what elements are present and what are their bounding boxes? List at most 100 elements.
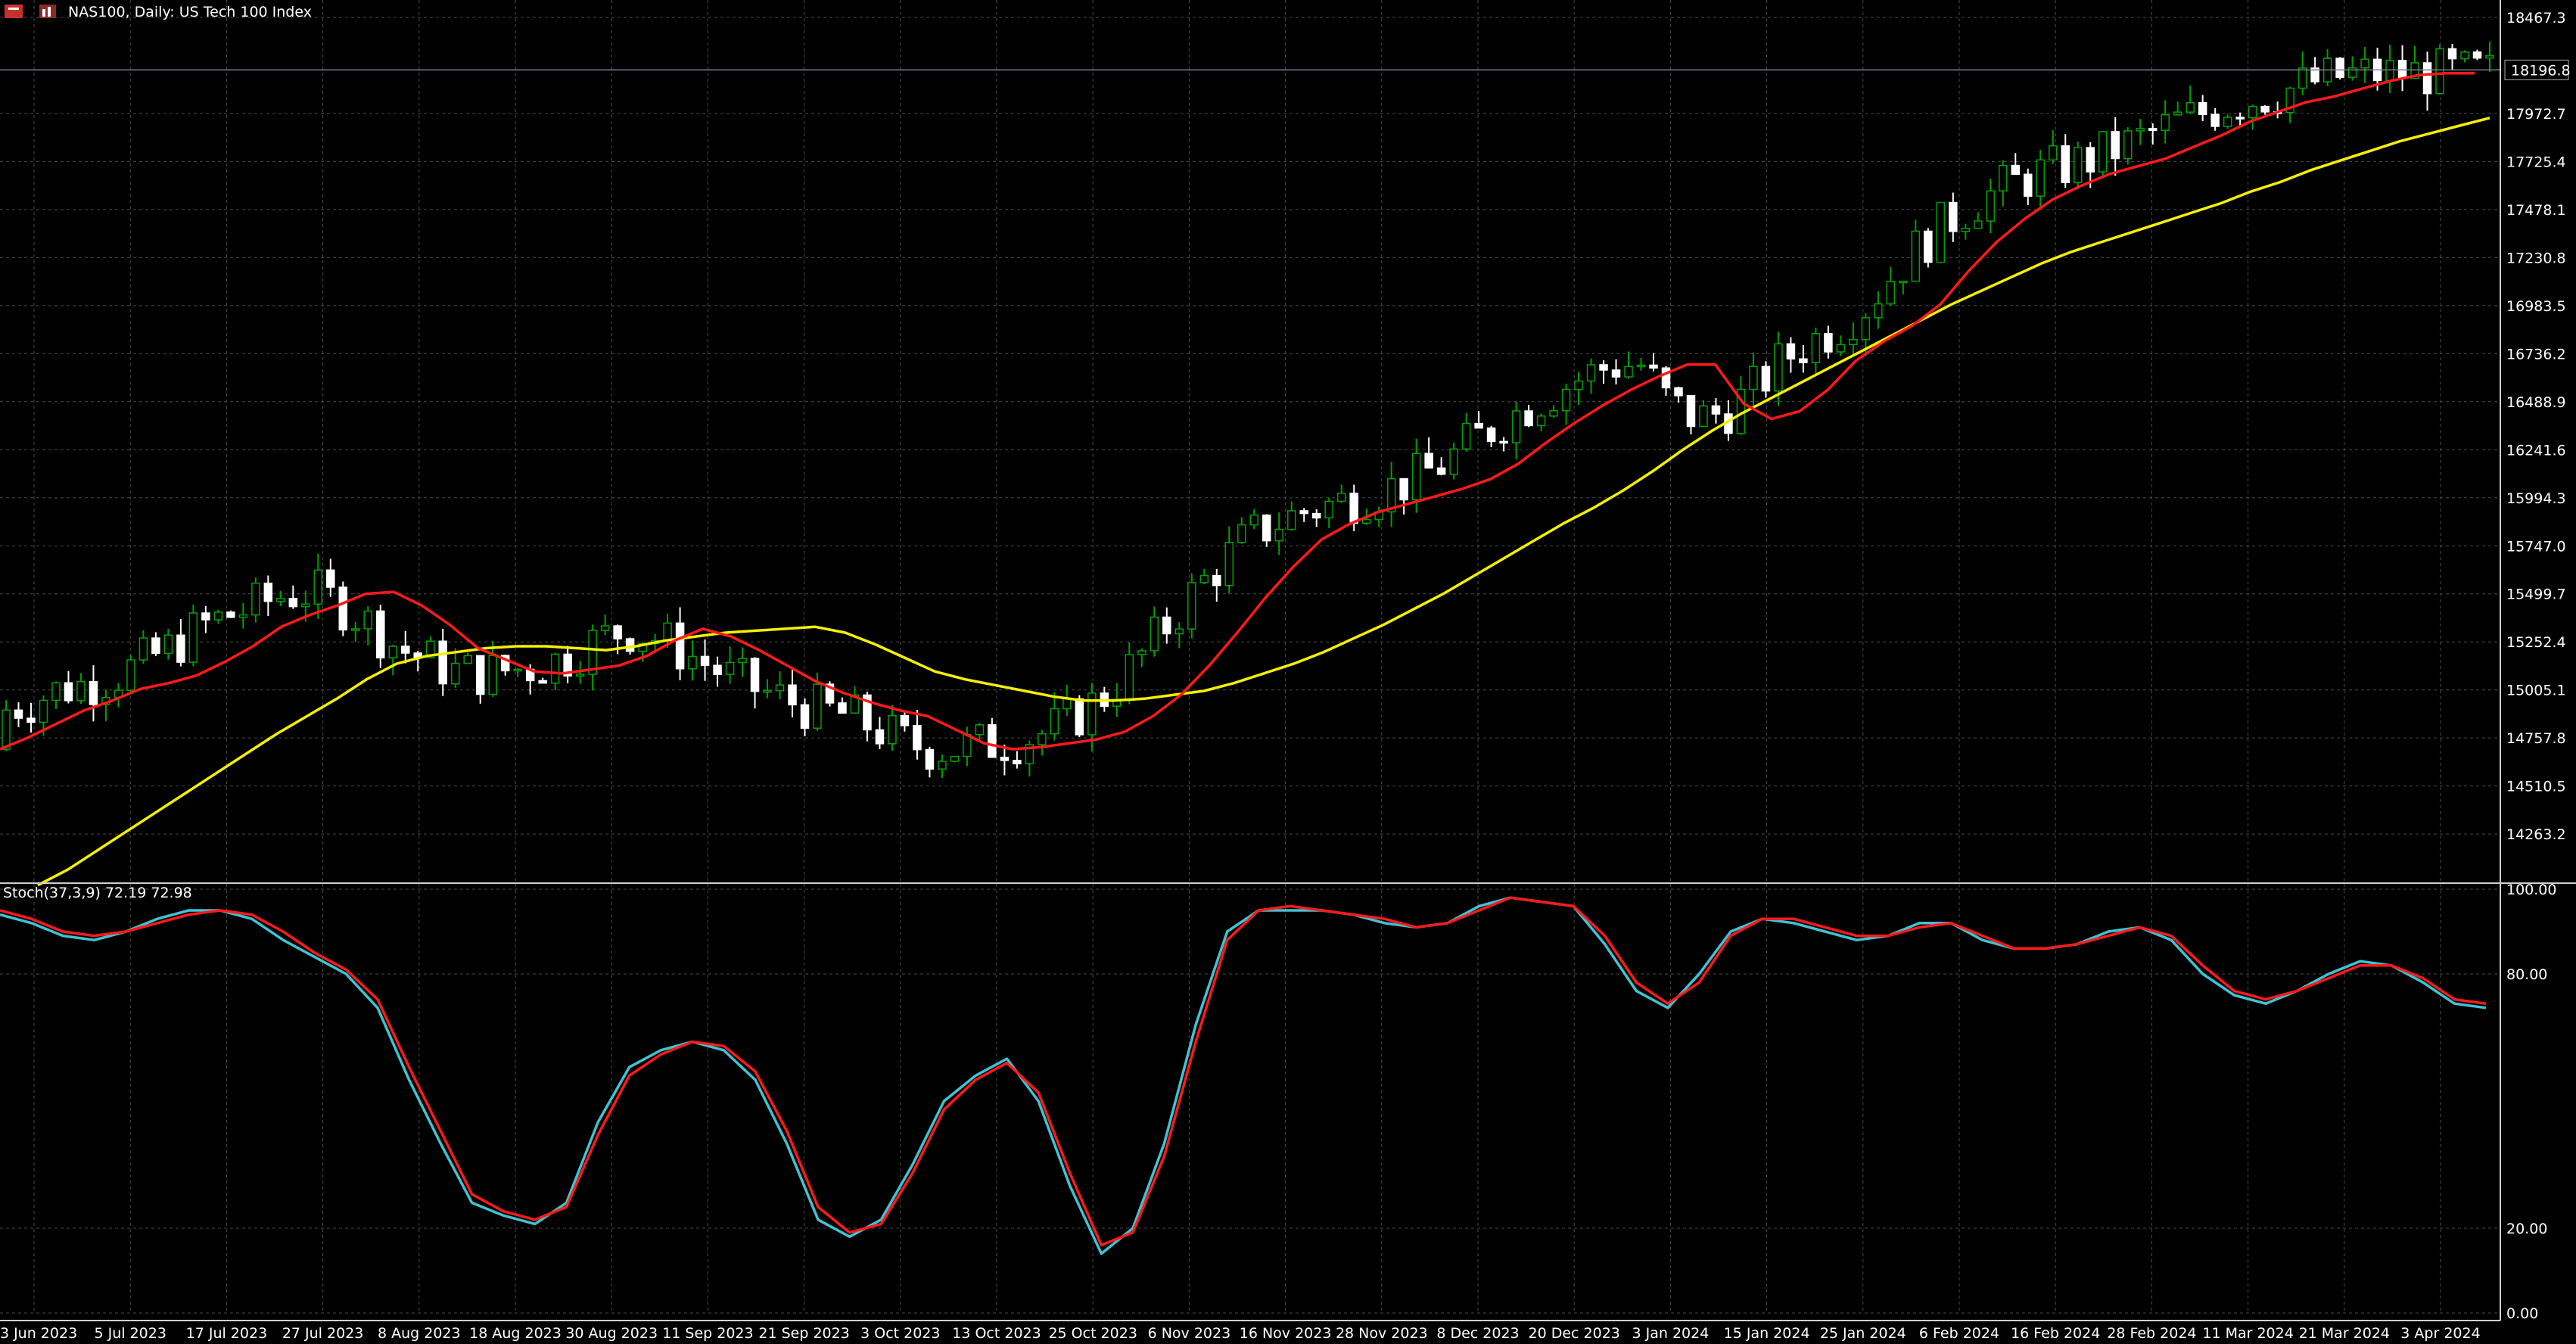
candle-up	[638, 642, 647, 652]
x-tick-label: 25 Jan 2024	[1820, 1325, 1906, 1342]
y-tick-label: 15252.4	[2506, 634, 2566, 651]
candle-up	[1150, 616, 1159, 652]
y-tick-label: 14757.8	[2506, 730, 2566, 747]
candle-up	[1050, 708, 1059, 735]
ma-slow-line	[37, 117, 2490, 887]
candle-up	[813, 683, 822, 729]
candle-down	[1674, 387, 1683, 397]
candle-up	[1137, 650, 1146, 655]
candle-down	[1761, 366, 1771, 392]
candle-up	[1749, 366, 1758, 390]
candle-up	[1699, 405, 1708, 428]
candle-down	[338, 586, 348, 631]
candle-up	[1386, 478, 1396, 513]
candle-up	[425, 640, 435, 658]
candle-up	[2173, 111, 2182, 116]
chart-title: NAS100, Daily: US Tech 100 Index	[68, 4, 312, 20]
candle-up	[1536, 415, 1546, 427]
candle-up	[276, 598, 285, 602]
candle-down	[675, 622, 685, 670]
candle-up	[2049, 145, 2058, 161]
candle-up	[1811, 333, 1821, 363]
candle-up	[1974, 220, 1983, 229]
candle-up	[126, 659, 135, 691]
candle-up	[488, 655, 497, 695]
x-tick-label: 16 Feb 2024	[2011, 1325, 2100, 1342]
candle-down	[1524, 410, 1533, 427]
candle-down	[1486, 427, 1496, 443]
candles	[2, 42, 2494, 778]
price-marker-box	[2504, 59, 2569, 80]
chart-window-icon[interactable]	[5, 5, 23, 18]
candle-down	[1924, 230, 1933, 263]
candle-up	[550, 653, 560, 684]
candle-up	[1999, 164, 2008, 192]
candle-down	[713, 664, 722, 675]
candle-up	[1199, 574, 1209, 583]
candle-down	[151, 637, 160, 655]
x-tick-label: 16 Nov 2023	[1240, 1325, 1332, 1342]
candle-down	[800, 704, 810, 729]
y-tick-label: 14263.2	[2506, 826, 2566, 843]
candle-up	[2435, 48, 2444, 95]
candle-up	[2410, 62, 2419, 79]
x-tick-label: 8 Dec 2023	[1436, 1325, 1519, 1342]
candle-up	[1561, 388, 1571, 412]
x-tick-label: 23 Jun 2023	[0, 1325, 77, 1342]
candle-down	[900, 714, 910, 726]
candle-down	[226, 611, 235, 618]
candle-down	[1599, 364, 1608, 371]
candle-up	[1961, 227, 1971, 232]
candle-down	[1436, 467, 1446, 475]
candle-down	[538, 680, 547, 684]
candle-up	[1324, 500, 1333, 519]
candle-down	[1162, 616, 1171, 635]
y-tick-label: 15747.0	[2506, 538, 2566, 555]
candle-down	[64, 682, 73, 702]
candle-down	[1949, 201, 1958, 232]
x-tick-label: 27 Jul 2023	[282, 1325, 364, 1342]
candle-down	[2011, 164, 2021, 176]
candle-up	[1574, 380, 1583, 390]
candle-down	[2260, 105, 2270, 113]
candle-up	[1849, 338, 1858, 346]
x-tick-label: 20 Dec 2023	[1529, 1325, 1620, 1342]
stoch-y-tick-label: 20.00	[2506, 1221, 2547, 1237]
price-marker-label: 18196.8	[2511, 62, 2571, 79]
x-tick-label: 11 Sep 2023	[662, 1325, 753, 1342]
candle-up	[975, 724, 985, 736]
candle-down	[376, 610, 385, 659]
candle-up	[1936, 201, 1946, 263]
candle-up	[2, 709, 11, 750]
candle-up	[1449, 448, 1458, 475]
candle-down	[913, 725, 922, 751]
price-marker: 18196.8	[2504, 59, 2571, 80]
candle-up	[663, 622, 672, 642]
candle-up	[1586, 364, 1596, 382]
y-tick-label: 18467.3	[2506, 10, 2566, 26]
y-tick-label: 16983.5	[2506, 298, 2566, 315]
candle-down	[176, 634, 185, 663]
candle-down	[26, 717, 36, 723]
candle-up	[688, 655, 697, 670]
candle-down	[326, 569, 335, 588]
candle-down	[2310, 67, 2319, 82]
candle-down	[788, 684, 797, 706]
candle-up	[725, 661, 735, 675]
x-tick-label: 30 Aug 2023	[565, 1325, 658, 1342]
candle-up	[1874, 303, 1883, 319]
y-tick-label: 15005.1	[2506, 683, 2566, 699]
x-tick-label: 8 Aug 2023	[378, 1325, 461, 1342]
x-tick-label: 18 Aug 2023	[469, 1325, 562, 1342]
candle-down	[475, 655, 485, 695]
candle-down	[2472, 51, 2482, 59]
candle-up	[213, 611, 223, 621]
series-lines	[0, 69, 2500, 1255]
x-tick-label: 3 Oct 2023	[860, 1325, 940, 1342]
candle-down	[1686, 395, 1696, 428]
candle-down	[401, 646, 410, 654]
bar-chart-icon-bar	[42, 9, 45, 17]
